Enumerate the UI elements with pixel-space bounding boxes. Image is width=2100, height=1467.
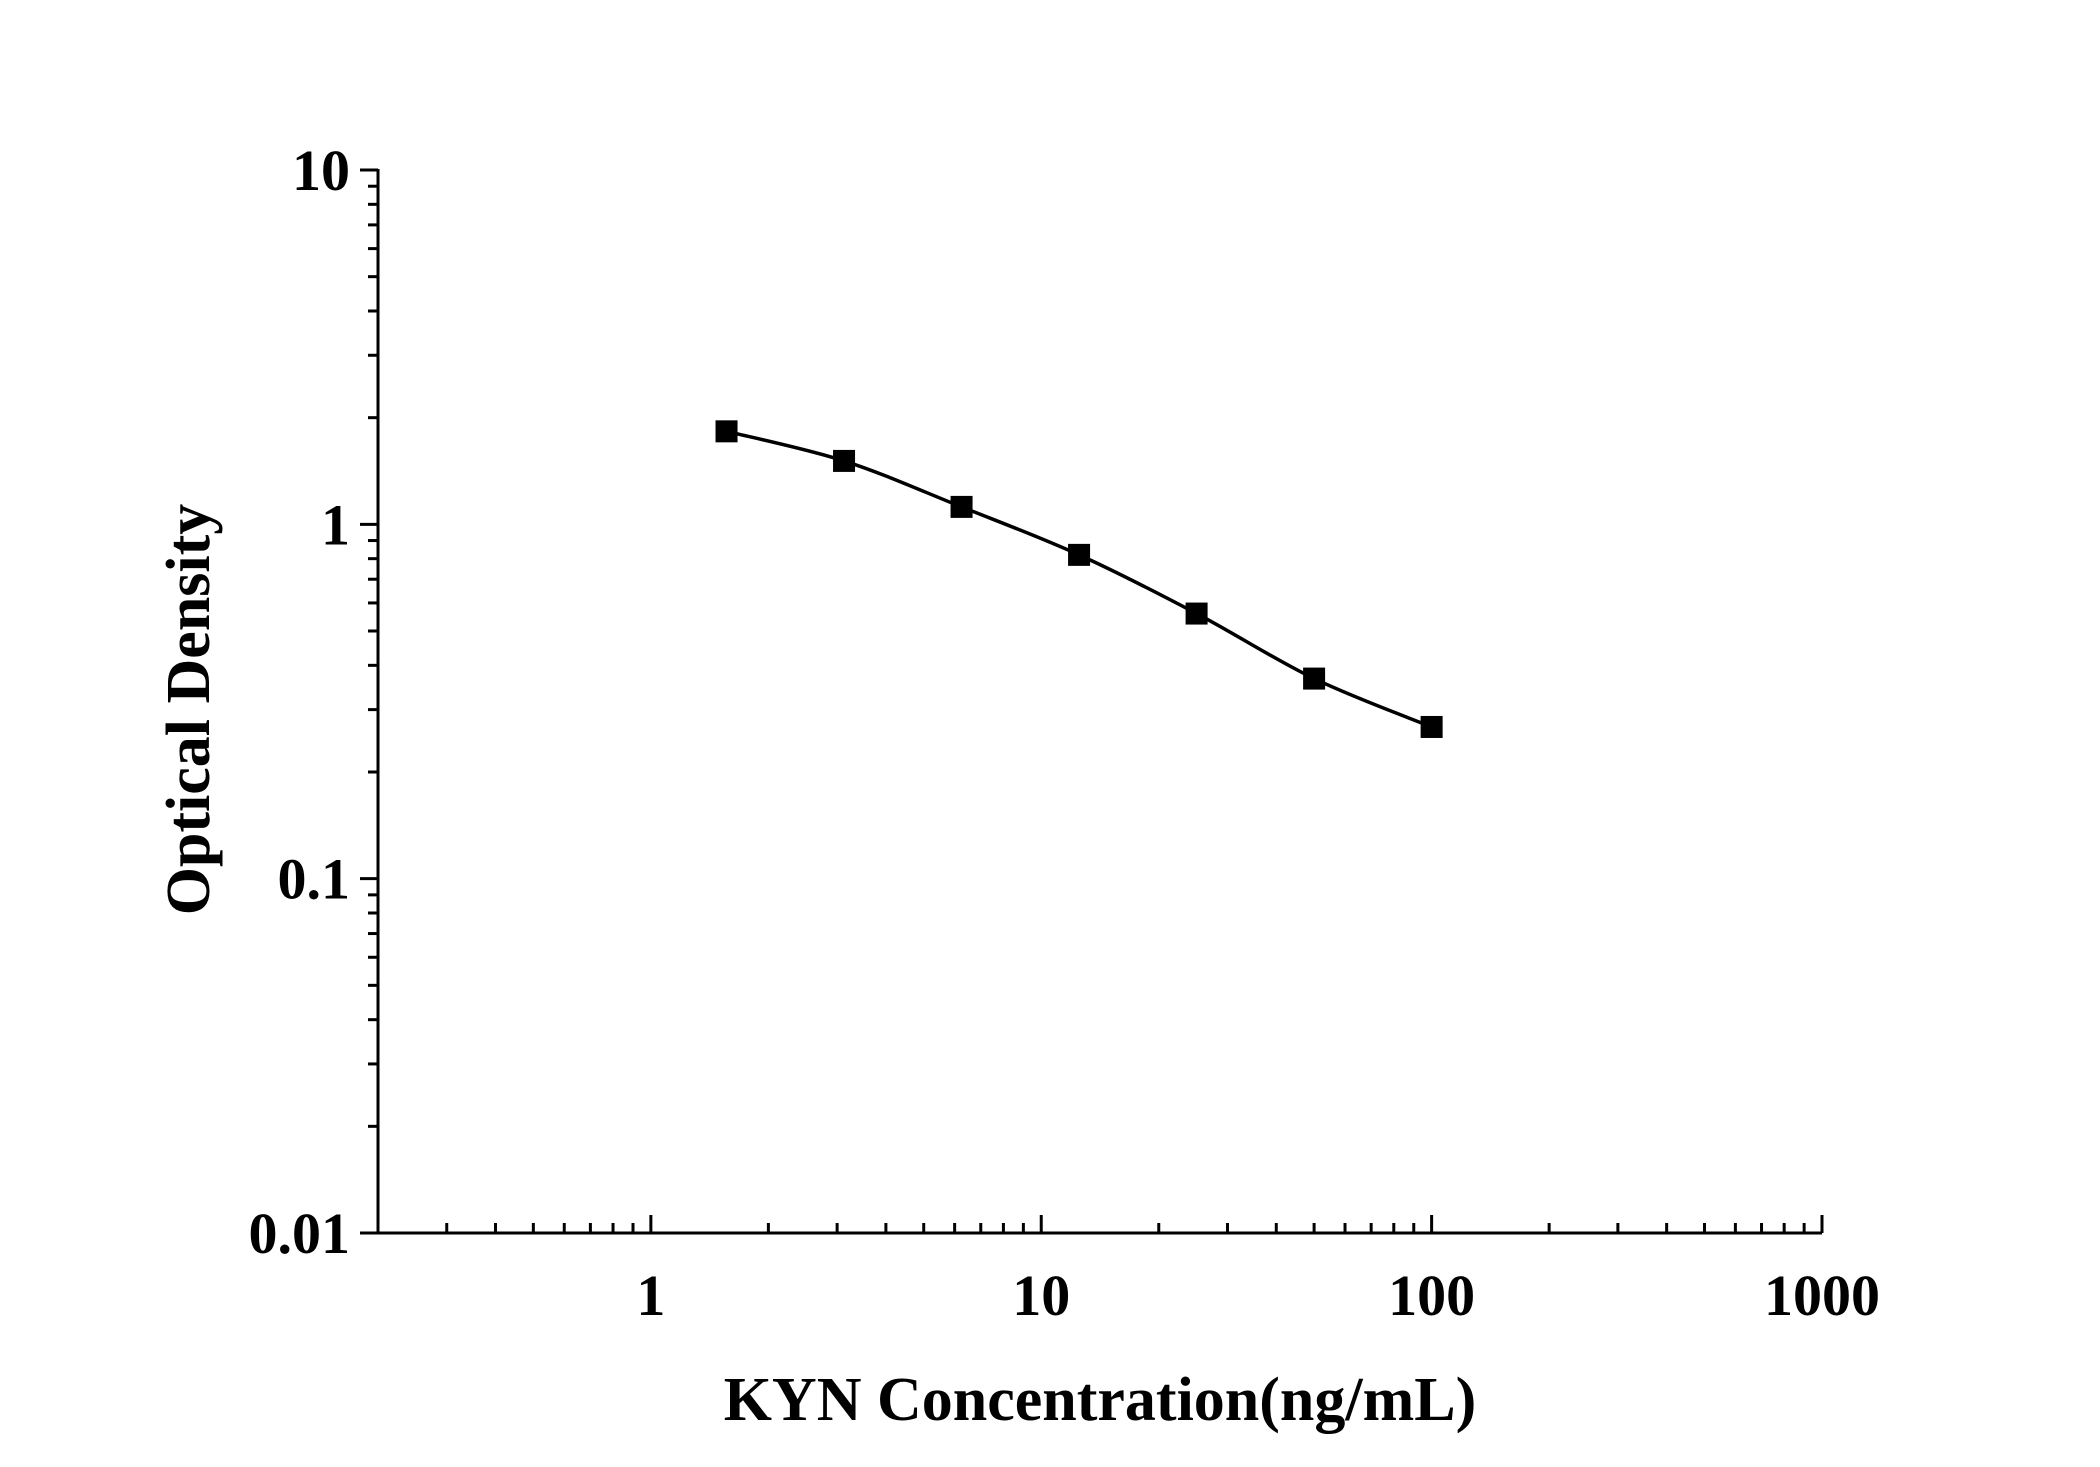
series-line xyxy=(726,429,1433,729)
x-axis-title: KYN Concentration(ng/mL) xyxy=(724,1366,1477,1434)
data-point xyxy=(833,449,856,472)
data-point xyxy=(715,420,738,443)
data-point xyxy=(1185,602,1208,625)
y-tick-label: 0.01 xyxy=(249,1201,351,1266)
data-point xyxy=(1303,667,1326,690)
x-tick-label: 10 xyxy=(1012,1263,1070,1328)
y-axis-ticks xyxy=(360,168,378,1235)
y-tick-label: 10 xyxy=(292,138,350,203)
x-axis-ticks xyxy=(376,1215,1824,1233)
y-axis-title: Optical Density xyxy=(155,504,223,916)
y-tick-label: 1 xyxy=(321,492,350,557)
series xyxy=(715,420,1443,738)
x-tick-label: 1000 xyxy=(1764,1263,1880,1328)
data-point xyxy=(950,495,973,518)
data-point xyxy=(1420,715,1443,738)
x-tick-label: 100 xyxy=(1388,1263,1475,1328)
x-tick-label: 1 xyxy=(636,1263,665,1328)
axes xyxy=(376,169,1822,1235)
y-tick-label: 0.1 xyxy=(278,847,351,912)
y-axis-tick-labels: 0.01 0.1 1 10 xyxy=(249,138,351,1266)
data-point xyxy=(1068,543,1091,566)
x-axis-tick-labels: 1 10 100 1000 xyxy=(636,1263,1880,1328)
